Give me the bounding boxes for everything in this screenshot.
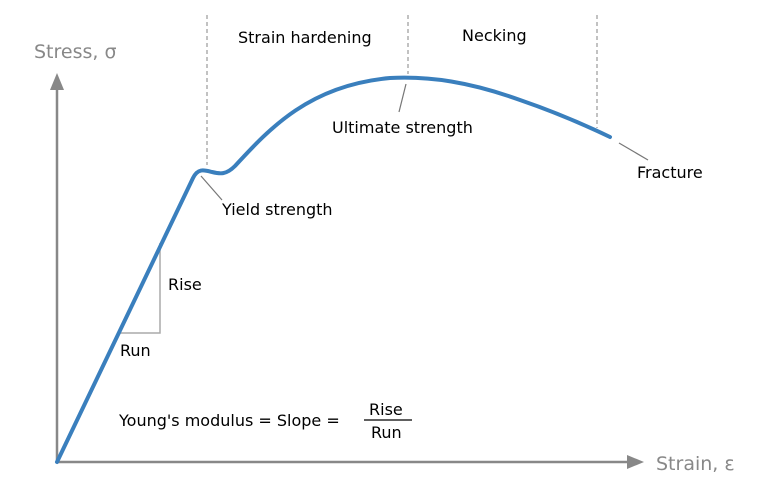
y-axis-arrow-icon xyxy=(50,73,64,90)
fracture-leader xyxy=(618,142,649,161)
slope-triangle xyxy=(118,243,161,334)
fracture-label: Fracture xyxy=(637,163,703,182)
formula-text: Young's modulus = Slope = xyxy=(118,411,340,430)
x-axis-arrow-icon xyxy=(627,455,644,469)
stress-strain-curve xyxy=(55,75,612,464)
ultimate-leader xyxy=(398,83,407,113)
formula-numerator: Rise xyxy=(369,400,403,419)
y-axis-label: Stress, σ xyxy=(34,41,117,63)
run-label: Run xyxy=(120,341,151,360)
formula-denominator: Run xyxy=(371,423,402,442)
region-strain-hardening: Strain hardening xyxy=(238,28,372,47)
yield-leader xyxy=(200,175,223,201)
ultimate-strength-label: Ultimate strength xyxy=(332,118,473,137)
yield-strength-label: Yield strength xyxy=(221,200,333,219)
region-necking: Necking xyxy=(462,26,527,45)
x-axis-label: Strain, ε xyxy=(656,453,735,475)
rise-label: Rise xyxy=(168,275,202,294)
